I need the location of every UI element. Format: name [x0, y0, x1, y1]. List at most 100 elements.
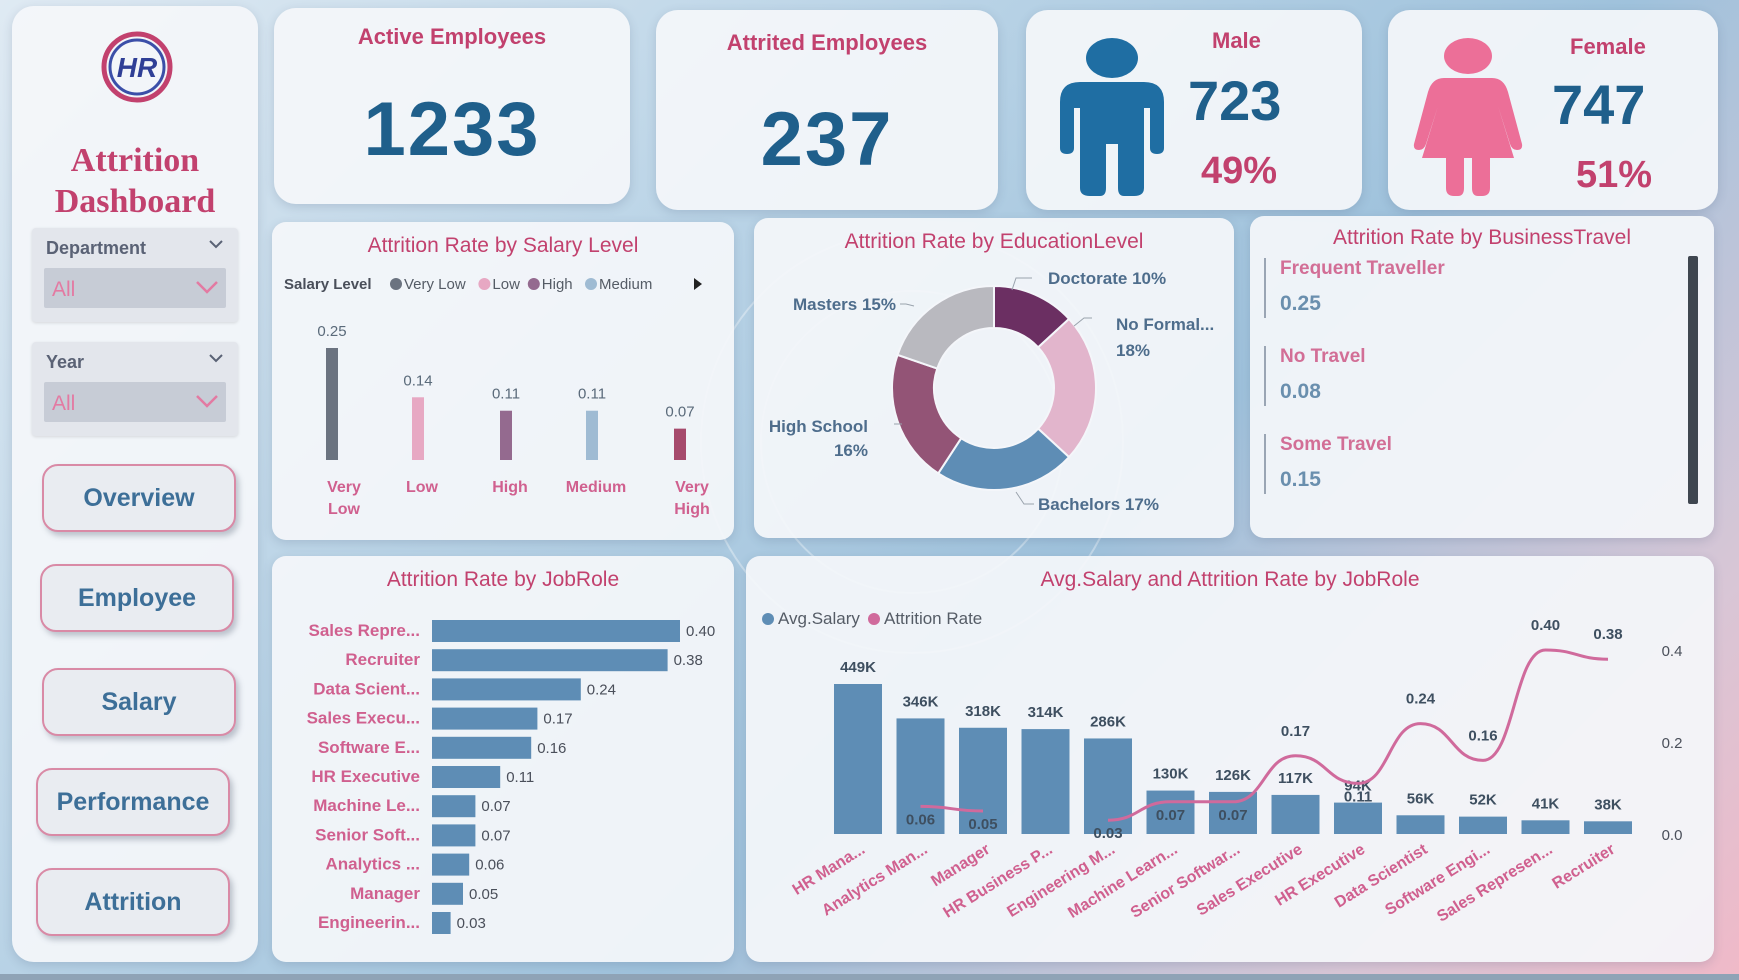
leader-line [900, 303, 915, 307]
kpi-value: 237 [760, 97, 894, 182]
travel-value: 0.08 [1280, 380, 1321, 403]
salary-bar [896, 718, 945, 834]
data-label: 0.25 [317, 323, 346, 340]
salary-label: 38K [1594, 796, 1622, 813]
data-label: 0.07 [481, 798, 510, 815]
role-bar [432, 766, 501, 788]
gender-percent: 51% [1576, 154, 1653, 196]
active-employees-card: Active Employees 1233 [274, 8, 630, 204]
category-label: Very [675, 479, 709, 496]
axis-tick: 0.4 [1662, 643, 1683, 660]
role-bar [432, 707, 538, 730]
employee-button[interactable]: Employee [40, 564, 234, 632]
data-label: 0.17 [543, 711, 572, 728]
travel-label: No Travel [1280, 346, 1366, 367]
kpi-title: Active Employees [357, 24, 547, 49]
salary-bar [412, 397, 424, 460]
chevron-down-icon[interactable] [208, 236, 224, 252]
kpi-title: Attrited Employees [726, 30, 928, 55]
rate-label: 0.16 [1468, 727, 1497, 744]
salary-label: 126K [1215, 767, 1251, 784]
scrollbar[interactable] [1688, 256, 1698, 504]
salary-bar [1334, 802, 1382, 834]
rate-label: 0.40 [1531, 617, 1560, 634]
business-travel-panel: Attrition Rate by BusinessTravel Frequen… [1250, 216, 1714, 538]
dropdown-value: All [52, 278, 76, 301]
rate-label: 0.07 [1218, 807, 1247, 824]
legend-marker [868, 613, 880, 625]
data-label: 0.03 [457, 915, 486, 932]
gender-count: 723 [1188, 69, 1282, 132]
male-card: Male 723 49% [1026, 10, 1362, 210]
gender-percent: 49% [1201, 150, 1278, 192]
data-label: 0.06 [475, 857, 504, 874]
kpi-value: 1233 [363, 87, 541, 172]
overview-button[interactable]: Overview [42, 464, 236, 532]
gender-title: Male [1212, 28, 1261, 53]
leader-line [1011, 277, 1032, 291]
bottom-bar [0, 974, 1739, 980]
slice-label: Bachelors 17% [1038, 495, 1159, 514]
legend-label: Medium [599, 276, 652, 293]
rate-label: 0.07 [1156, 807, 1185, 824]
year-slicer: Year All [32, 342, 238, 436]
role-label: Machine Learn... [1065, 841, 1180, 922]
legend-label: Very Low [404, 276, 466, 293]
performance-button[interactable]: Performance [36, 768, 230, 836]
role-bar [432, 912, 451, 934]
role-label: Recruiter [1550, 841, 1619, 893]
role-label: Recruiter [345, 650, 420, 669]
attrition-rate-line [1107, 648, 1609, 822]
salary-bar [326, 348, 338, 460]
jobrole-bar-chart: Sales Repre... 0.40 Recruiter 0.38 Data Scie… [307, 620, 715, 934]
slice-label: Doctorate 10% [1048, 269, 1166, 288]
role-label: Data Scient... [313, 679, 420, 698]
chevron-down-icon [196, 395, 218, 408]
role-bar [432, 678, 581, 701]
role-label: Sales Represen... [1434, 841, 1555, 926]
salary-label: 117K [1278, 770, 1313, 787]
travel-value: 0.15 [1280, 468, 1321, 491]
role-bar [432, 795, 476, 818]
title-line-1: Attrition [70, 142, 200, 179]
category-label: Low [406, 479, 439, 496]
category-label: High [492, 479, 528, 496]
role-bar [432, 853, 470, 876]
slicer-label: Department [46, 238, 147, 258]
panel-title: Attrition Rate by EducationLevel [844, 230, 1144, 253]
svg-text:HR: HR [117, 52, 158, 83]
role-label: HR Business P... [941, 841, 1056, 922]
salary-label: 346K [903, 693, 939, 710]
slice-label: High School [769, 417, 868, 436]
legend-marker [527, 278, 540, 290]
rate-label: 0.38 [1593, 626, 1622, 643]
title-line-2: Dashboard [54, 183, 216, 220]
year-dropdown[interactable]: All [44, 382, 226, 422]
role-bar [432, 736, 532, 759]
salary-button[interactable]: Salary [42, 668, 236, 736]
data-label: 0.24 [587, 681, 616, 698]
sidebar: HR Attrition Dashboard Department All Ye… [12, 6, 258, 962]
salary-label: 130K [1153, 766, 1189, 783]
attrition-button[interactable]: Attrition [36, 868, 230, 936]
data-label: 0.38 [674, 652, 703, 669]
data-label: 0.11 [578, 386, 606, 403]
card-divider [1264, 258, 1266, 318]
legend-marker [762, 613, 774, 625]
rate-label: 0.06 [906, 811, 935, 828]
jobrole-panel: Attrition Rate by JobRole Sales Repre...… [272, 556, 734, 962]
attrited-employees-card: Attrited Employees 237 [656, 10, 998, 210]
salary-bar [500, 410, 512, 460]
salary-bar [1021, 729, 1070, 834]
card-divider [1264, 346, 1266, 406]
gender-title: Female [1570, 34, 1646, 59]
rate-label: 0.24 [1406, 691, 1436, 708]
role-label: HR Executive [311, 767, 420, 786]
chevron-down-icon[interactable] [208, 350, 224, 366]
role-label: Software Engi... [1382, 841, 1493, 919]
role-label: Sales Execu... [307, 709, 420, 728]
role-label: Engineering M... [1004, 841, 1118, 921]
role-label: Senior Soft... [315, 825, 420, 844]
department-dropdown[interactable]: All [44, 268, 226, 308]
slice-label: 16% [834, 441, 868, 460]
